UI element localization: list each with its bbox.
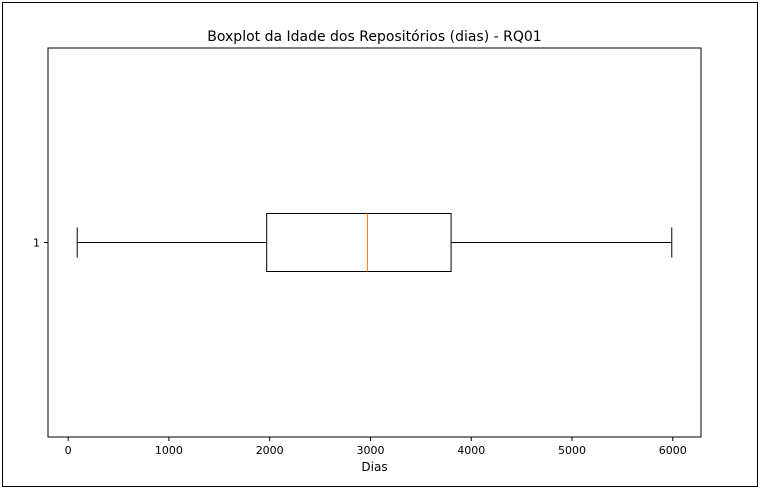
x-tick-label: 1000 — [155, 444, 183, 457]
box-1 — [76, 213, 673, 272]
x-tick-label: 0 — [65, 444, 72, 457]
x-tick-label: 4000 — [457, 444, 485, 457]
x-tick-label: 3000 — [356, 444, 384, 457]
x-axis-label: Dias — [361, 460, 387, 474]
boxes-group — [76, 213, 673, 272]
y-tick-label: 1 — [33, 237, 40, 250]
iqr-box — [266, 213, 452, 272]
x-tick-label: 2000 — [256, 444, 284, 457]
x-tick-label: 6000 — [659, 444, 687, 457]
x-tick-label: 5000 — [558, 444, 586, 457]
x-axis: 0 1000 2000 3000 4000 5000 6000 — [65, 437, 687, 457]
chart-title: Boxplot da Idade dos Repositórios (dias)… — [207, 29, 541, 45]
y-axis: 1 — [33, 237, 48, 250]
